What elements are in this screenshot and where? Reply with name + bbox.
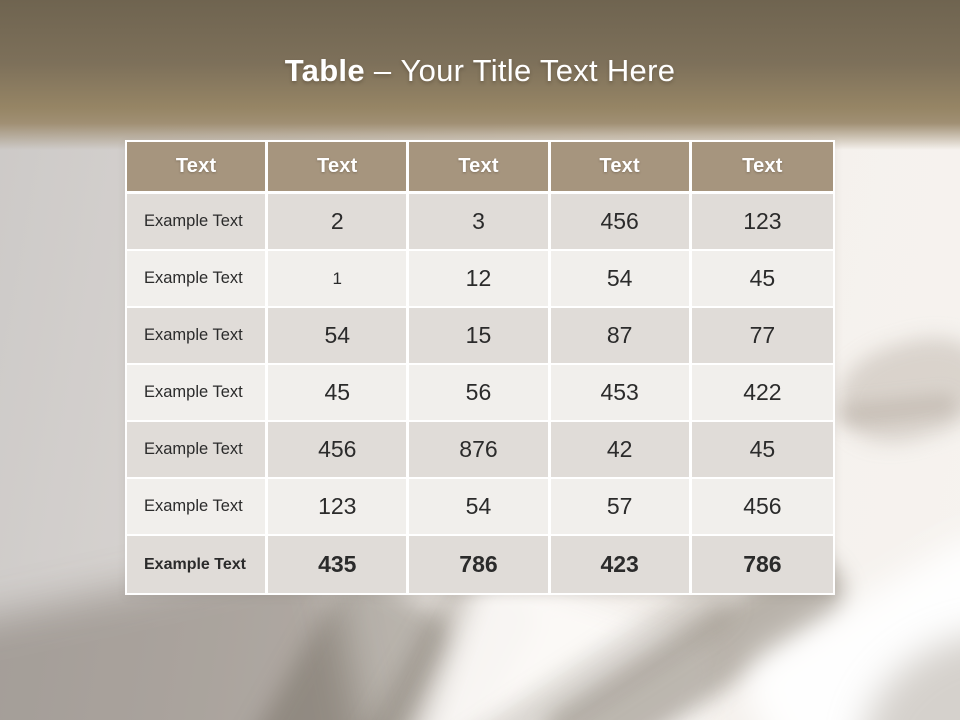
value-cell: 54 (550, 251, 692, 308)
column-header: Text (268, 142, 410, 194)
row-label-cell: Example Text (127, 308, 269, 365)
row-label-cell: Example Text (127, 479, 269, 536)
column-header: Text (550, 142, 692, 194)
table-row: Example Text 54 15 87 77 (127, 308, 833, 365)
value-cell: 456 (550, 194, 692, 251)
value-cell: 456 (268, 422, 410, 479)
table-row: Example Text 1 12 54 45 (127, 251, 833, 308)
table-row: Example Text 435 786 423 786 (127, 536, 833, 593)
value-cell: 42 (550, 422, 692, 479)
value-cell: 786 (691, 536, 833, 593)
value-cell: 77 (691, 308, 833, 365)
row-label-cell: Example Text (127, 194, 269, 251)
value-cell: 3 (409, 194, 551, 251)
value-cell: 15 (409, 308, 551, 365)
slide-title: Table – Your Title Text Here (0, 53, 960, 89)
value-cell: 54 (268, 308, 410, 365)
value-cell: 423 (550, 536, 692, 593)
right-side-blur-shape (827, 323, 960, 457)
value-cell: 56 (409, 365, 551, 422)
title-band (0, 0, 960, 150)
title-separator: – (373, 53, 392, 88)
value-cell: 12 (409, 251, 551, 308)
value-cell: 45 (691, 251, 833, 308)
header-row: Text Text Text Text Text (127, 142, 833, 194)
value-cell: 123 (691, 194, 833, 251)
table-row: Example Text 123 54 57 456 (127, 479, 833, 536)
value-cell: 45 (268, 365, 410, 422)
value-cell: 45 (691, 422, 833, 479)
value-cell: 1 (268, 251, 410, 308)
value-cell: 435 (268, 536, 410, 593)
table-row: Example Text 456 876 42 45 (127, 422, 833, 479)
value-cell: 2 (268, 194, 410, 251)
column-header: Text (691, 142, 833, 194)
value-cell: 54 (409, 479, 551, 536)
value-cell: 876 (409, 422, 551, 479)
value-cell: 87 (550, 308, 692, 365)
data-table: Text Text Text Text Text Example Text 2 3 456 12… (127, 142, 833, 593)
table-row: Example Text 45 56 453 422 (127, 365, 833, 422)
column-header: Text (127, 142, 269, 194)
title-text: Your Title Text Here (400, 53, 676, 88)
table-body: Example Text 2 3 456 123 Example Text 1 12 54 45 E… (127, 194, 833, 593)
value-cell: 453 (550, 365, 692, 422)
row-label-cell: Example Text (127, 536, 269, 593)
value-cell: 123 (268, 479, 410, 536)
row-label-cell: Example Text (127, 365, 269, 422)
table-container: Text Text Text Text Text Example Text 2 3 456 12… (125, 140, 835, 595)
row-label-cell: Example Text (127, 251, 269, 308)
title-keyword: Table (284, 53, 365, 88)
value-cell: 786 (409, 536, 551, 593)
table-header: Text Text Text Text Text (127, 142, 833, 194)
column-header: Text (409, 142, 551, 194)
value-cell: 57 (550, 479, 692, 536)
row-label-cell: Example Text (127, 422, 269, 479)
table-row: Example Text 2 3 456 123 (127, 194, 833, 251)
value-cell: 422 (691, 365, 833, 422)
value-cell: 456 (691, 479, 833, 536)
